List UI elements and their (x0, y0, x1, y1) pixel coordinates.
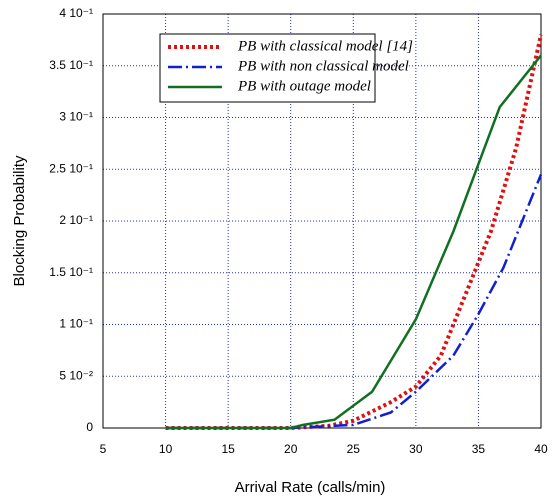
x-tick-label: 40 (534, 442, 548, 456)
y-tick-label: 1 10⁻¹ (59, 317, 93, 331)
y-tick-label: 2 10⁻¹ (59, 213, 93, 227)
x-tick-label: 15 (221, 442, 235, 456)
y-tick-label: 5 10⁻² (59, 368, 93, 382)
x-tick-label: 30 (409, 442, 423, 456)
x-tick-label: 5 (100, 442, 107, 456)
legend-label: PB with non classical model (237, 58, 409, 74)
y-axis-label: Blocking Probability (11, 155, 28, 286)
y-tick-label: 4 10⁻¹ (59, 6, 93, 20)
x-tick-label: 25 (347, 442, 361, 456)
y-tick-label: 2.5 10⁻¹ (49, 161, 93, 175)
x-tick-label: 10 (159, 442, 173, 456)
y-tick-label: 3.5 10⁻¹ (49, 58, 93, 72)
x-axis-label: Arrival Rate (calls/min) (235, 479, 386, 496)
x-tick-label: 35 (472, 442, 486, 456)
y-tick-label: 1.5 10⁻¹ (49, 265, 93, 279)
x-tick-label: 20 (284, 442, 298, 456)
series-line (165, 173, 543, 430)
legend-label: PB with outage model (237, 78, 371, 94)
legend-label: PB with classical model [14] (237, 38, 413, 54)
series-line (165, 54, 542, 430)
y-tick-label: 0 (86, 420, 93, 434)
y-tick-label: 3 10⁻¹ (59, 110, 93, 124)
